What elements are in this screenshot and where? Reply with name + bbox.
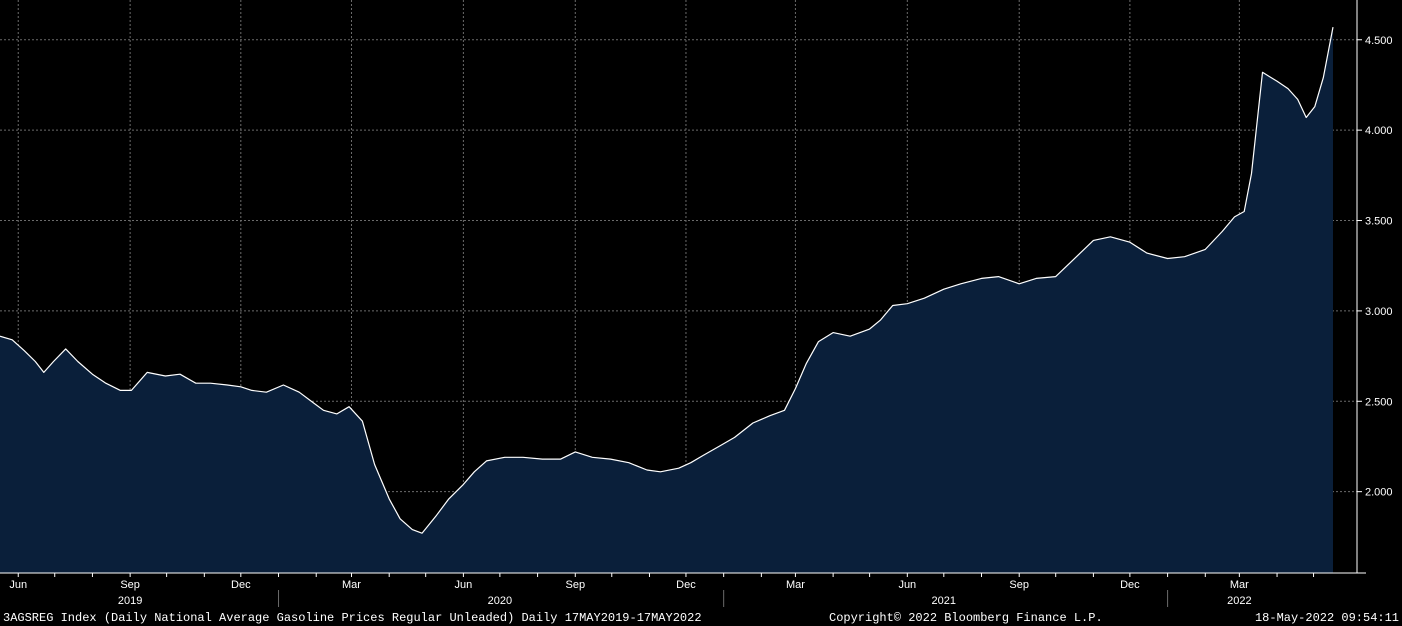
x-tick-label: Mar — [1230, 579, 1249, 591]
price-series — [0, 26, 1334, 574]
x-tick-label: Sep — [120, 579, 140, 591]
x-tick-label: Jun — [455, 579, 473, 591]
x-tick-label: Jun — [898, 579, 916, 591]
x-tick-label: Dec — [1120, 579, 1140, 591]
y-tick-label: 2.000 — [1365, 487, 1393, 499]
footer-bar: 3AGSREG Index (Daily National Average Ga… — [0, 608, 1402, 626]
y-tick-label: 4.500 — [1365, 35, 1393, 47]
x-tick-label: Dec — [231, 579, 251, 591]
x-tick-label: Jun — [9, 579, 27, 591]
x-year-label: 2022 — [1227, 595, 1251, 607]
x-tick-label: Mar — [342, 579, 361, 591]
y-axis: 2.000 2.500 3.000 3.500 4.000 4.500 — [1356, 0, 1393, 573]
x-tick-label: Dec — [676, 579, 696, 591]
y-tick-label: 4.000 — [1365, 125, 1393, 137]
x-year-label: 2019 — [118, 595, 142, 607]
x-tick-label: Sep — [565, 579, 585, 591]
footer-copyright: Copyright© 2022 Bloomberg Finance L.P. — [829, 611, 1103, 625]
x-axis: Jun Sep Dec Mar Jun Sep Dec Mar Jun Sep Dec Mar 2019… — [0, 572, 1366, 607]
x-year-label: 2021 — [932, 595, 956, 607]
y-tick-label: 2.500 — [1365, 396, 1393, 408]
series-area — [0, 27, 1333, 574]
x-tick-label: Mar — [786, 579, 805, 591]
footer-index-description: 3AGSREG Index (Daily National Average Ga… — [3, 611, 702, 625]
y-tick-label: 3.000 — [1365, 306, 1393, 318]
gasoline-price-chart: 2.000 2.500 3.000 3.500 4.000 4.500 Jun Sep Dec… — [0, 0, 1393, 607]
x-year-label: 2020 — [488, 595, 512, 607]
series-line — [0, 26, 1334, 534]
x-tick-label: Sep — [1009, 579, 1029, 591]
y-tick-label: 3.500 — [1365, 216, 1393, 228]
footer-timestamp: 18-May-2022 09:54:11 — [1254, 611, 1399, 625]
